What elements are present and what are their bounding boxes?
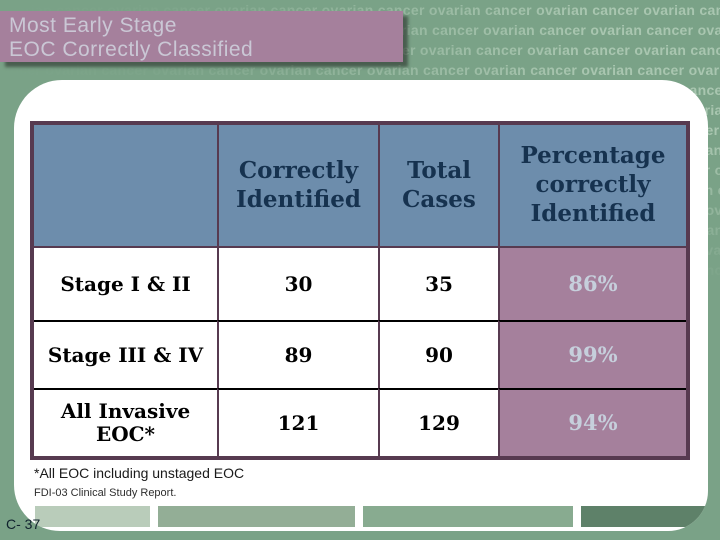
footnote-source: FDI-03 Clinical Study Report. [34, 487, 177, 499]
header-correctly-identified: Correctly Identified [217, 125, 378, 246]
page-number: C- 37 [6, 516, 41, 532]
content-panel: Correctly Identified Total Cases Percent… [14, 80, 708, 531]
value-all-invasive-correct: 121 [217, 388, 378, 456]
footer-bar-segment-2 [158, 506, 355, 527]
value-stage-3-4-percentage: 99% [498, 320, 686, 388]
footer-bar-segment-1 [35, 506, 150, 527]
value-stage-1-2-total: 35 [378, 246, 498, 320]
value-stage-3-4-total: 90 [378, 320, 498, 388]
value-stage-1-2-correct: 30 [217, 246, 378, 320]
header-percentage: Percentage correctly Identified [498, 125, 686, 246]
classification-table: Correctly Identified Total Cases Percent… [30, 121, 690, 460]
header-empty-cell [34, 125, 217, 246]
row-label-stage-1-2: Stage I & II [34, 246, 217, 320]
footer-bar-segment-3 [363, 506, 573, 527]
slide-title-line-2: EOC Correctly Classified [9, 37, 254, 61]
value-all-invasive-percentage: 94% [498, 388, 686, 456]
row-label-all-invasive: All Invasive EOC* [34, 388, 217, 456]
value-all-invasive-total: 129 [378, 388, 498, 456]
header-total-cases: Total Cases [378, 125, 498, 246]
footnote-asterisk: *All EOC including unstaged EOC [34, 465, 245, 481]
slide-title-line-1: Most Early Stage [9, 14, 177, 37]
slide-title: Most Early Stage EOC Correctly Classifie… [0, 11, 403, 62]
footer-bar-segment-4 [581, 506, 708, 527]
row-label-stage-3-4: Stage III & IV [34, 320, 217, 388]
value-stage-1-2-percentage: 86% [498, 246, 686, 320]
value-stage-3-4-correct: 89 [217, 320, 378, 388]
